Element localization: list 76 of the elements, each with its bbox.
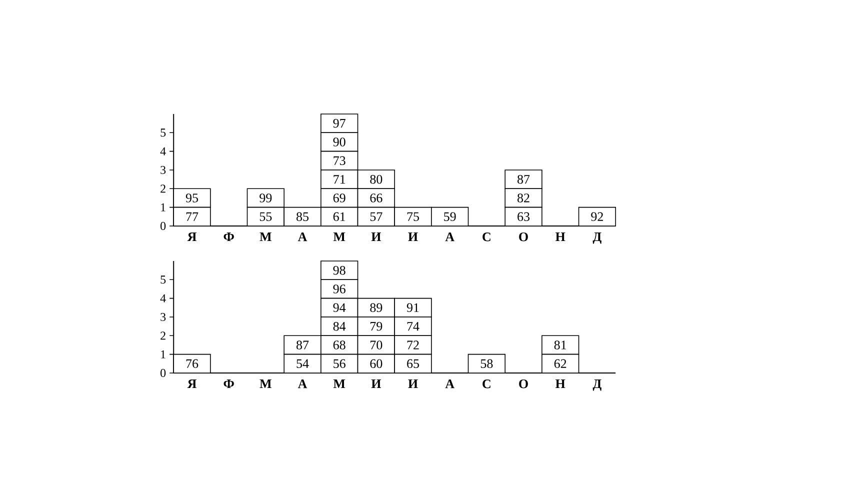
data-label: 98 — [333, 266, 346, 275]
y-tick-label: 5 — [160, 276, 166, 284]
data-label: 75 — [407, 212, 419, 221]
x-tick-label: Ф — [224, 380, 234, 388]
data-label: 55 — [260, 212, 272, 221]
data-label: 57 — [370, 212, 382, 221]
data-label: 97 — [333, 118, 346, 128]
data-label: 90 — [333, 138, 346, 146]
data-label: 62 — [554, 359, 566, 368]
x-tick-label: Я — [187, 380, 196, 388]
y-tick-label: 4 — [160, 294, 166, 302]
x-tick-label: И — [408, 232, 418, 242]
data-label: 65 — [407, 359, 419, 368]
data-label: 79 — [370, 322, 382, 331]
x-tick-label: И — [371, 380, 382, 388]
x-tick-label: М — [333, 380, 346, 388]
data-label: 68 — [333, 340, 346, 350]
y-tick-label: 2 — [160, 184, 166, 193]
y-tick-label: 3 — [160, 312, 166, 322]
data-label: 72 — [407, 340, 419, 350]
data-label: 59 — [444, 212, 456, 222]
x-tick-label: Д — [592, 380, 602, 391]
data-label: 89 — [370, 303, 382, 312]
y-tick-label: 4 — [160, 147, 166, 156]
data-label: 91 — [406, 303, 419, 312]
data-label: 82 — [518, 194, 530, 202]
data-label: 81 — [554, 340, 566, 350]
data-label: 69 — [333, 194, 346, 202]
data-label: 54 — [296, 359, 309, 368]
x-tick-label: С — [482, 380, 490, 388]
data-label: 76 — [186, 359, 198, 368]
data-label: 95 — [186, 194, 198, 202]
x-tick-label: А — [298, 232, 308, 242]
x-tick-label: И — [371, 232, 382, 242]
x-tick-label: М — [260, 380, 272, 388]
data-label: 87 — [518, 174, 530, 184]
data-label: 74 — [407, 322, 420, 331]
x-tick-label: О — [519, 380, 528, 388]
data-label: 87 — [296, 340, 309, 350]
y-tick-label: 1 — [161, 350, 166, 358]
x-tick-label: М — [333, 232, 346, 242]
y-tick-label: 3 — [160, 166, 166, 174]
y-tick-label: 0 — [160, 222, 166, 230]
data-label: 56 — [334, 359, 346, 368]
data-label: 77 — [186, 212, 198, 221]
data-label: 58 — [480, 359, 493, 368]
data-label: 85 — [296, 212, 308, 222]
x-tick-label: И — [408, 380, 418, 388]
y-tick-label: 5 — [160, 128, 166, 137]
data-label: 73 — [334, 156, 346, 166]
y-tick-label: 0 — [160, 368, 166, 378]
data-label: 94 — [333, 303, 346, 312]
x-tick-label: Ф — [224, 232, 234, 242]
data-label: 66 — [370, 194, 382, 202]
data-label: 99 — [260, 194, 272, 202]
data-label: 96 — [333, 284, 346, 294]
data-label: 71 — [334, 175, 346, 184]
data-label: 70 — [370, 340, 382, 350]
x-tick-label: А — [445, 232, 454, 242]
x-tick-label: А — [445, 380, 454, 388]
data-label: 80 — [370, 174, 382, 184]
data-label: 84 — [333, 322, 346, 331]
x-tick-label: М — [260, 232, 272, 242]
x-tick-label: Я — [187, 232, 196, 242]
y-tick-label: 2 — [160, 332, 166, 340]
x-tick-label: Д — [592, 232, 602, 244]
data-label: 92 — [591, 212, 603, 222]
data-label: 61 — [333, 212, 346, 222]
x-tick-label: Н — [556, 232, 566, 242]
data-label: 63 — [518, 212, 530, 222]
x-tick-label: Н — [556, 380, 566, 388]
x-tick-label: О — [519, 232, 528, 242]
x-tick-label: С — [482, 232, 490, 242]
data-label: 60 — [370, 359, 382, 368]
y-tick-label: 1 — [161, 203, 166, 212]
x-tick-label: А — [298, 380, 308, 388]
